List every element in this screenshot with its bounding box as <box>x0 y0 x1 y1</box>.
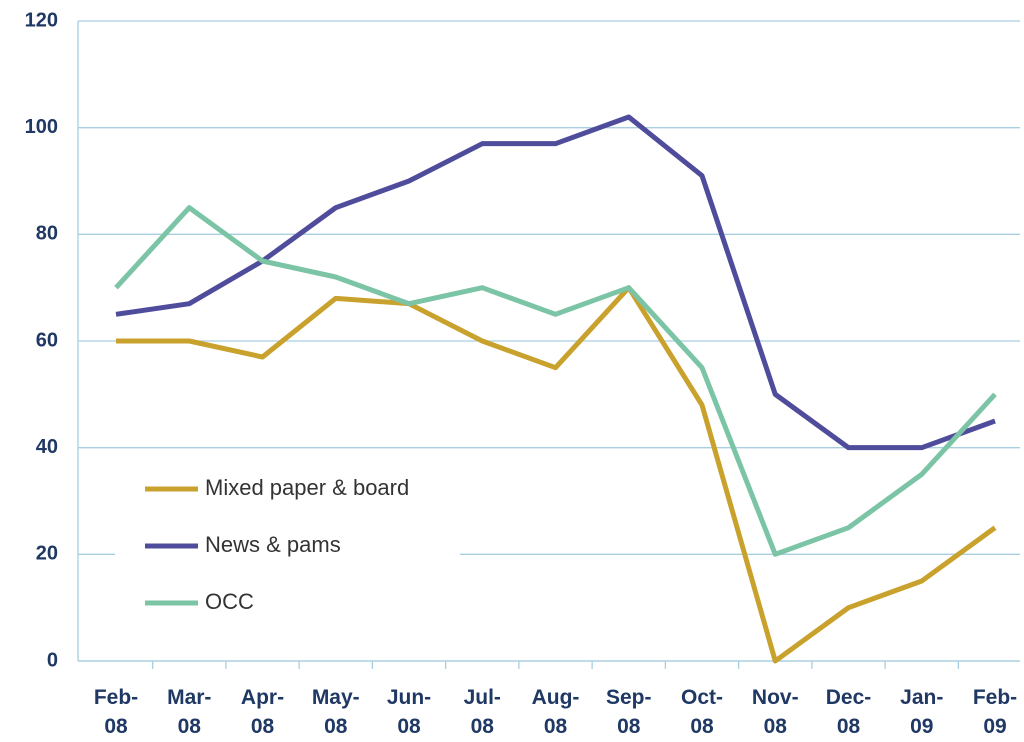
x-tick-label: Jan- 09 <box>900 686 944 738</box>
legend-label: News & pams <box>205 532 341 557</box>
y-tick-label: 40 <box>36 436 58 458</box>
x-tick-label: Sep- 08 <box>605 686 652 738</box>
legend-label: OCC <box>205 589 254 614</box>
y-tick-label: 80 <box>36 223 58 245</box>
legend-label: Mixed paper & board <box>205 475 409 500</box>
y-tick-label: 20 <box>36 543 58 565</box>
y-tick-label: 100 <box>25 116 58 138</box>
x-tick-label: Nov- 08 <box>751 686 799 738</box>
x-tick-label: Jul- 08 <box>463 686 501 738</box>
x-tick-label: Mar- 08 <box>167 686 212 738</box>
series-line <box>114 205 997 557</box>
x-tick-label: Aug- 08 <box>531 686 580 738</box>
x-tick-label: May- 08 <box>311 686 360 738</box>
y-tick-label: 60 <box>36 329 58 351</box>
x-tick-label: Jun- 08 <box>386 686 432 738</box>
y-tick-label: 120 <box>25 9 58 31</box>
series-line <box>115 114 996 451</box>
x-tick-label: Feb- 08 <box>93 686 139 738</box>
x-tick-label: Feb- 09 <box>972 686 1018 738</box>
x-tick-label: Dec- 08 <box>825 686 872 738</box>
x-tick-label: Oct- 08 <box>681 686 723 738</box>
x-tick-label: Apr- 08 <box>240 686 285 738</box>
series-line <box>116 285 997 664</box>
y-tick-label: 0 <box>47 649 58 671</box>
